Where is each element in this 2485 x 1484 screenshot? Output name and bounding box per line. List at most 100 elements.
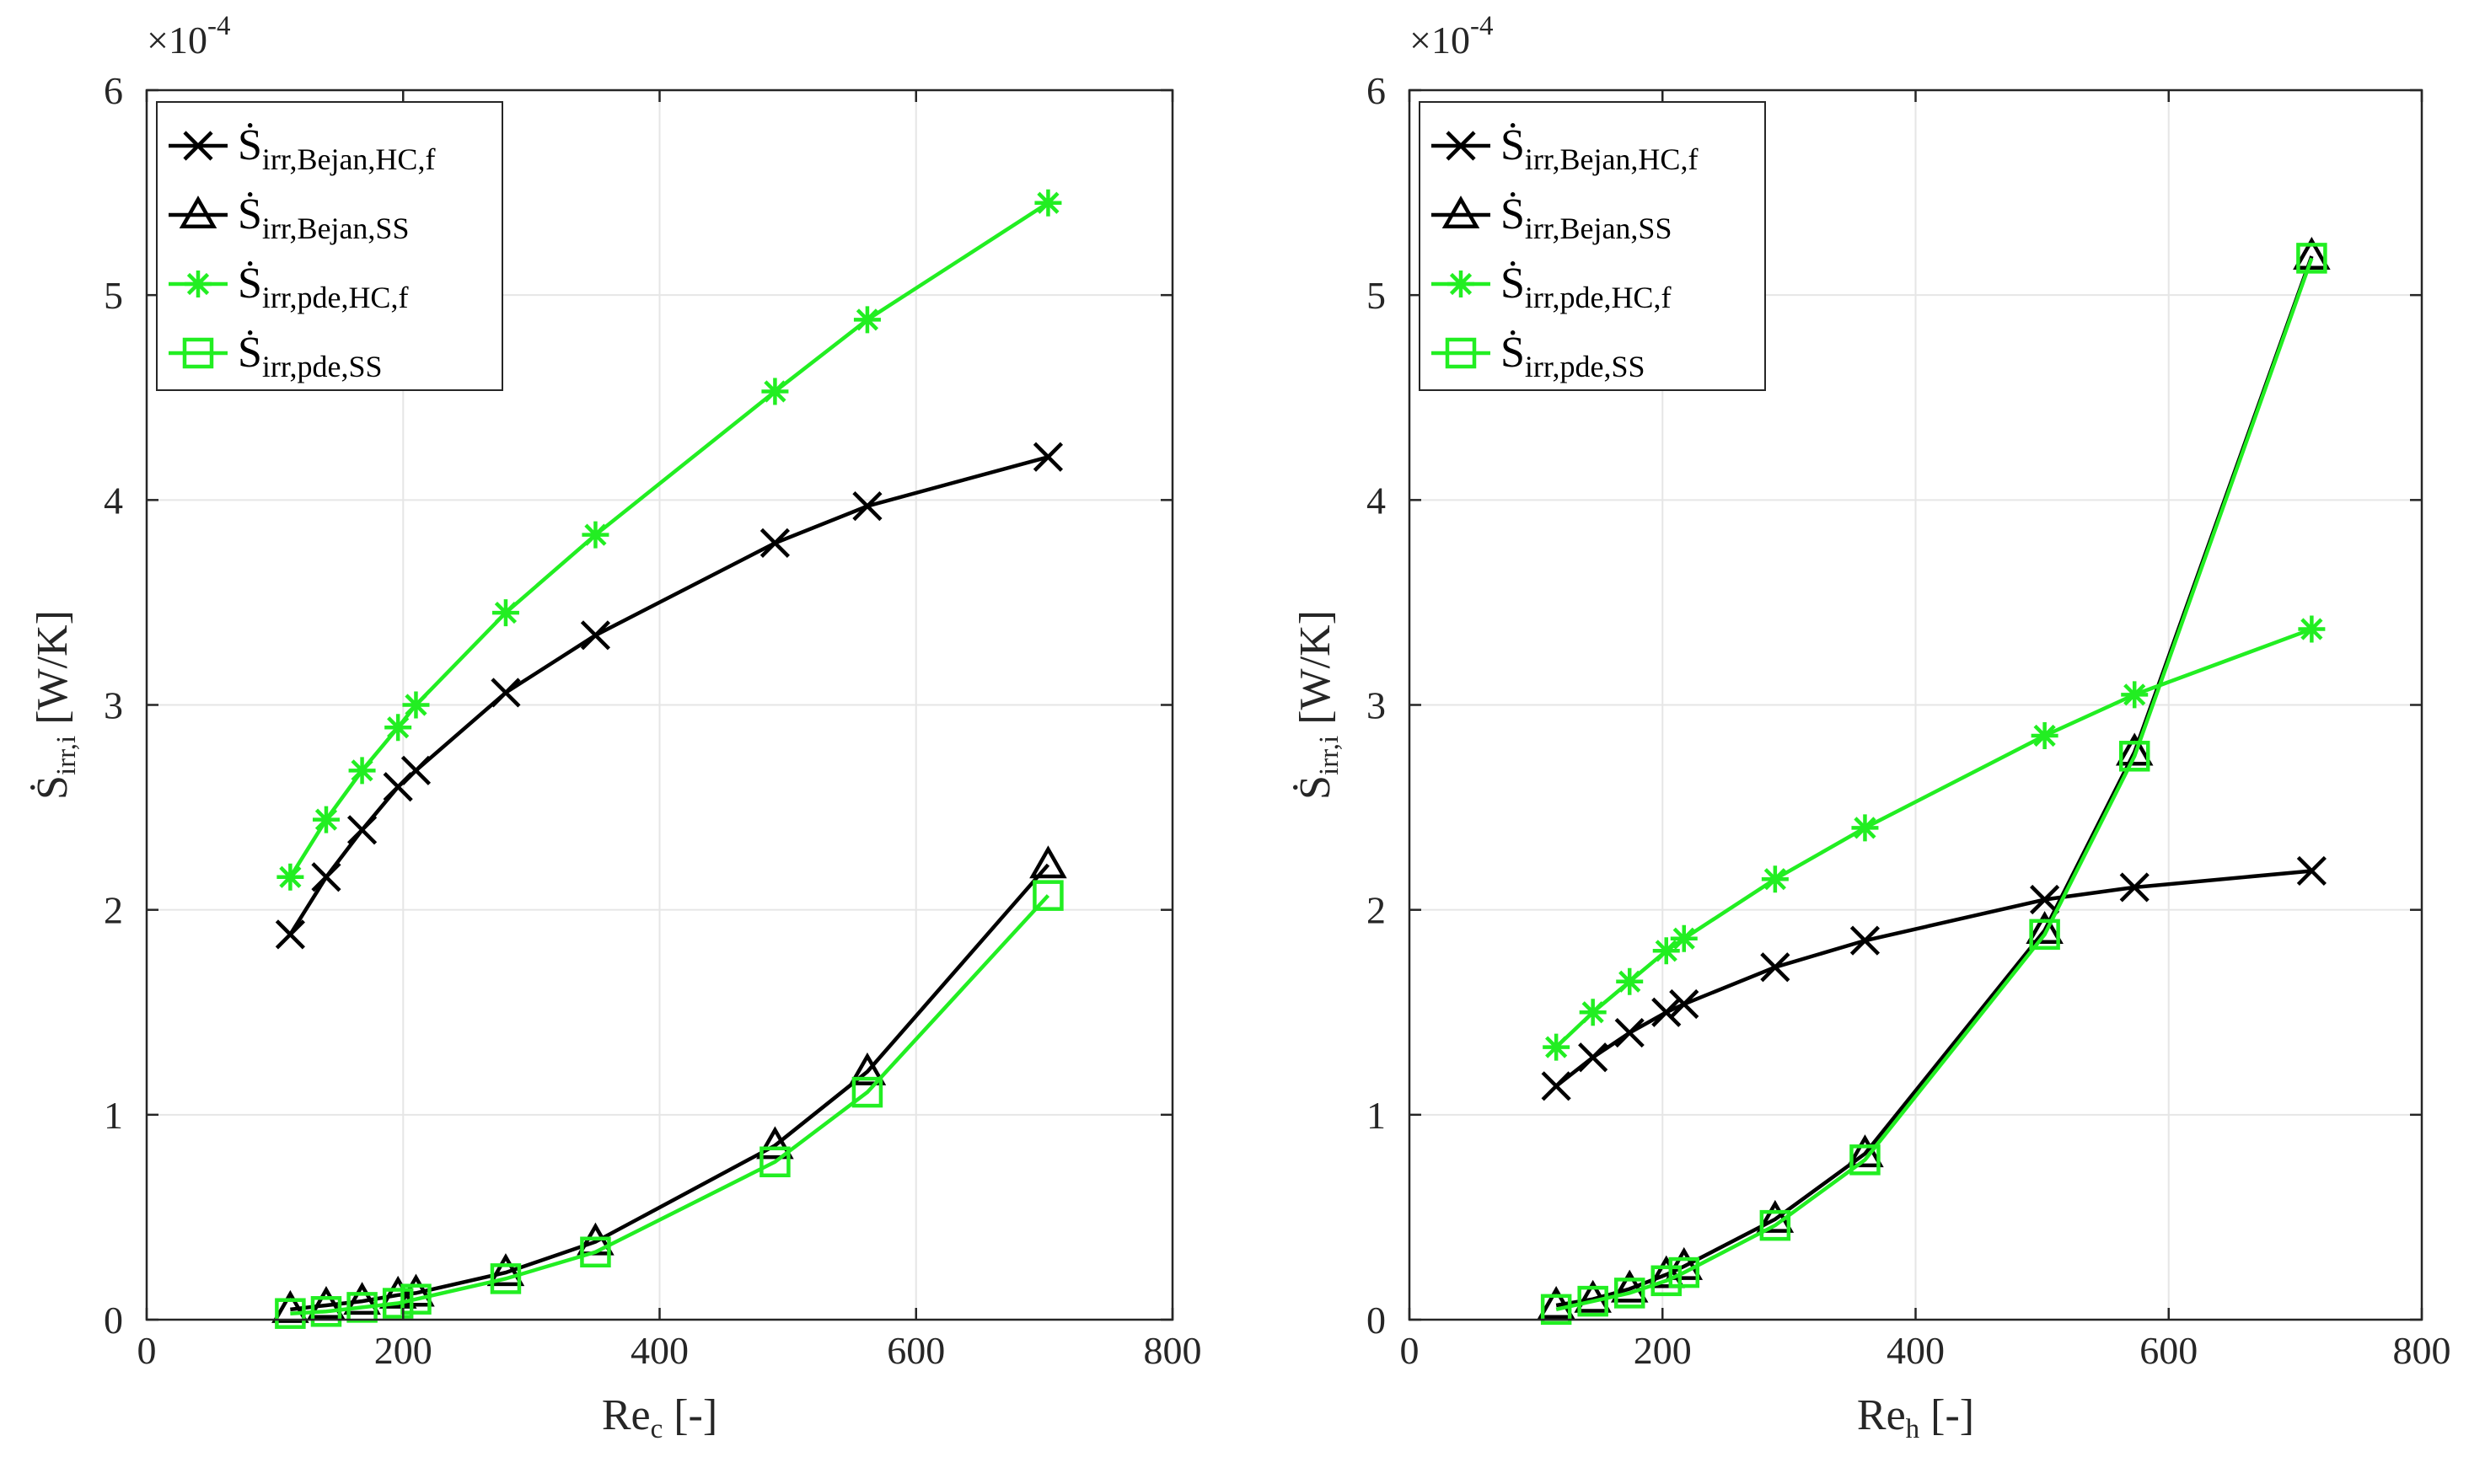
legend-label: Ṡirr,Bejan,SS xyxy=(238,190,409,245)
series-irr-pde-hc-f xyxy=(276,189,1062,891)
y-tick-label: 6 xyxy=(104,69,123,112)
data-point xyxy=(1849,1144,1881,1176)
legend-box xyxy=(156,101,503,391)
data-point xyxy=(761,378,789,405)
data-point xyxy=(1668,1256,1700,1288)
data-point xyxy=(400,755,432,785)
series-line xyxy=(288,455,1049,936)
data-point xyxy=(2298,615,2326,643)
data-point xyxy=(759,528,791,558)
data-point xyxy=(759,1146,791,1178)
legend-entry: Ṡirr,pde,HC,f xyxy=(1431,260,1671,314)
legend-entry: Ṡirr,Bejan,HC,f xyxy=(1431,121,1698,176)
legend-marker xyxy=(1441,196,1480,229)
data-point xyxy=(346,815,378,845)
y-tick-label: 4 xyxy=(104,479,123,522)
y-tick-label: 2 xyxy=(104,889,123,932)
data-point xyxy=(2026,911,2064,945)
data-point xyxy=(271,1289,309,1323)
data-point xyxy=(853,306,881,334)
data-point xyxy=(491,678,521,708)
data-point xyxy=(1652,937,1680,965)
legend-label: Ṡirr,pde,HC,f xyxy=(1500,260,1671,314)
legend-label: Ṡirr,pde,SS xyxy=(1500,329,1645,383)
data-point xyxy=(311,862,341,892)
legend-entry: Ṡirr,Bejan,HC,f xyxy=(169,121,435,176)
series-line xyxy=(288,201,1049,878)
y-tick-label: 3 xyxy=(1366,684,1386,727)
data-point xyxy=(1670,924,1698,952)
data-point xyxy=(1650,1265,1683,1297)
legend-marker xyxy=(185,271,212,297)
data-point xyxy=(382,1288,414,1319)
data-point xyxy=(2118,741,2150,772)
legend-label: Ṡirr,Bejan,SS xyxy=(1500,190,1672,245)
legend-label: Ṡirr,pde,SS xyxy=(238,329,382,383)
data-point xyxy=(582,521,609,549)
data-point xyxy=(1849,925,1881,956)
x-axis-label: Rec [-] xyxy=(602,1391,717,1444)
data-point xyxy=(346,1292,378,1323)
series-line xyxy=(290,894,1050,1315)
data-point xyxy=(2293,237,2331,271)
data-point xyxy=(1614,1017,1645,1048)
series-irr-bejan-ss xyxy=(271,845,1067,1323)
legend: Ṡirr,Bejan,HC,f Ṡirr,Bejan,SS Ṡirr,pde,HC,… xyxy=(1419,101,1766,391)
y-axis-label: Ṡirr,i [W/K] xyxy=(1291,610,1344,800)
series-irr-bejan-hc-f xyxy=(275,442,1064,950)
legend-marker xyxy=(1447,271,1474,297)
data-point xyxy=(275,919,305,950)
data-point xyxy=(400,1283,432,1315)
data-point xyxy=(1579,999,1607,1026)
data-point xyxy=(1759,1209,1791,1241)
legend-entry: Ṡirr,pde,SS xyxy=(1431,329,1645,383)
y-tick-label: 0 xyxy=(1366,1299,1386,1342)
data-point xyxy=(1541,1071,1571,1101)
x-tick-label: 400 xyxy=(631,1329,689,1372)
series-irr-pde-hc-f xyxy=(1543,615,2326,1061)
data-point xyxy=(1665,1246,1704,1280)
data-point xyxy=(1613,1278,1645,1309)
x-tick-label: 400 xyxy=(1887,1329,1945,1372)
legend-entry: Ṡirr,Bejan,SS xyxy=(1431,190,1672,245)
y-tick-label: 3 xyxy=(104,684,123,727)
data-point xyxy=(2031,721,2058,749)
y-tick-label: 4 xyxy=(1366,479,1386,522)
legend-label: Ṡirr,Bejan,HC,f xyxy=(1500,121,1698,176)
data-point xyxy=(580,620,611,651)
data-point xyxy=(310,1296,342,1327)
x-tick-label: 200 xyxy=(1634,1329,1692,1372)
series-irr-pde-ss xyxy=(1540,243,2327,1326)
data-point xyxy=(1761,865,1789,893)
data-point xyxy=(490,1263,522,1294)
data-point xyxy=(1574,1279,1612,1313)
data-point xyxy=(1033,442,1064,472)
legend-box xyxy=(1419,101,1766,391)
legend-label: Ṡirr,pde,HC,f xyxy=(238,260,408,314)
y-axis-label: Ṡirr,i [W/K] xyxy=(29,610,82,800)
data-point xyxy=(348,757,376,785)
y-tick-label: 2 xyxy=(1366,889,1386,932)
legend-entry: Ṡirr,Bejan,SS xyxy=(169,190,409,245)
legend: Ṡirr,Bejan,HC,f Ṡirr,Bejan,SS Ṡirr,pde,HC,… xyxy=(156,101,503,391)
y-tick-label: 1 xyxy=(104,1094,123,1137)
data-point xyxy=(343,1282,381,1315)
data-point xyxy=(2119,872,2150,903)
x-axis-label: Reh [-] xyxy=(1857,1391,1974,1444)
series-line xyxy=(290,863,1050,1312)
data-point xyxy=(2121,681,2149,709)
x-tick-label: 800 xyxy=(2393,1329,2451,1372)
data-point xyxy=(1669,988,1699,1020)
data-point xyxy=(1537,1286,1575,1320)
x-tick-label: 0 xyxy=(137,1329,157,1372)
data-point xyxy=(580,1236,611,1268)
legend-marker xyxy=(182,337,214,369)
chart-panel-1: 0 200 400 600 800 0 1 2 3 4 5 6 ×10-4 Rec [-] Ṡirr,i [… xyxy=(29,11,1202,1444)
data-point xyxy=(848,1052,887,1085)
data-point xyxy=(852,491,883,522)
series-line xyxy=(1554,869,2312,1088)
data-point xyxy=(307,1286,346,1320)
data-point xyxy=(486,1253,525,1287)
axis-multiplier: ×10-4 xyxy=(1409,11,1493,62)
data-point xyxy=(1033,880,1064,911)
